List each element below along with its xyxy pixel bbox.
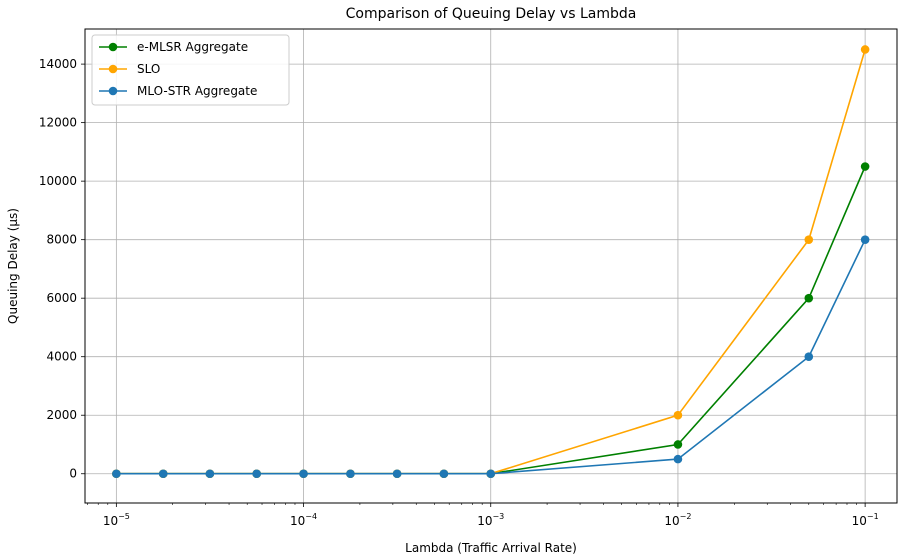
data-point [486,469,496,479]
data-point [392,469,402,479]
legend-marker [108,42,118,52]
data-point [860,162,870,171]
data-point [804,293,814,303]
y-axis-label: Queuing Delay (µs) [6,208,20,324]
data-point [804,352,814,362]
y-tick-label: 2000 [46,408,77,422]
legend: e-MLSR Aggregate SLO MLO-STR Aggregate [91,34,290,106]
y-tick-label: 0 [69,467,77,481]
y-axis: 0 2000 4000 6000 8000 10000 12000 14000 [39,57,85,481]
series-group [112,45,870,479]
x-tick-label: 10−1 [852,512,879,528]
x-tick-label: 10−3 [477,512,504,528]
legend-label: SLO [137,62,160,76]
x-tick-label: 10−5 [103,512,130,528]
x-tick-label: 10−4 [290,512,317,528]
data-point [346,469,355,479]
y-tick-label: 14000 [39,57,77,71]
data-point [673,440,683,449]
data-point [299,469,308,479]
data-point [673,410,683,420]
y-tick-label: 6000 [46,291,77,305]
legend-label: e-MLSR Aggregate [137,40,248,54]
legend-box [91,34,290,106]
data-point [860,45,870,54]
y-tick-label: 10000 [39,174,77,188]
legend-marker [108,86,118,96]
y-tick-label: 8000 [46,233,77,247]
data-point [673,454,683,464]
data-point [158,469,168,479]
y-tick-label: 12000 [39,116,77,130]
x-tick-label: 10−2 [664,512,691,528]
chart-title: Comparison of Queuing Delay vs Lambda [346,6,637,22]
data-point [205,469,215,479]
series-line-2 [116,239,866,475]
legend-marker [108,64,118,74]
data-point [439,469,449,479]
data-point [252,469,261,479]
legend-label: MLO-STR Aggregate [137,84,257,98]
data-point [804,235,814,244]
x-axis-label: Lambda (Traffic Arrival Rate) [405,541,577,555]
data-point [112,469,121,479]
y-tick-label: 4000 [46,350,77,364]
x-axis: 10−5 10−4 10−3 10−2 10−1 [87,503,879,528]
data-point [860,235,870,244]
